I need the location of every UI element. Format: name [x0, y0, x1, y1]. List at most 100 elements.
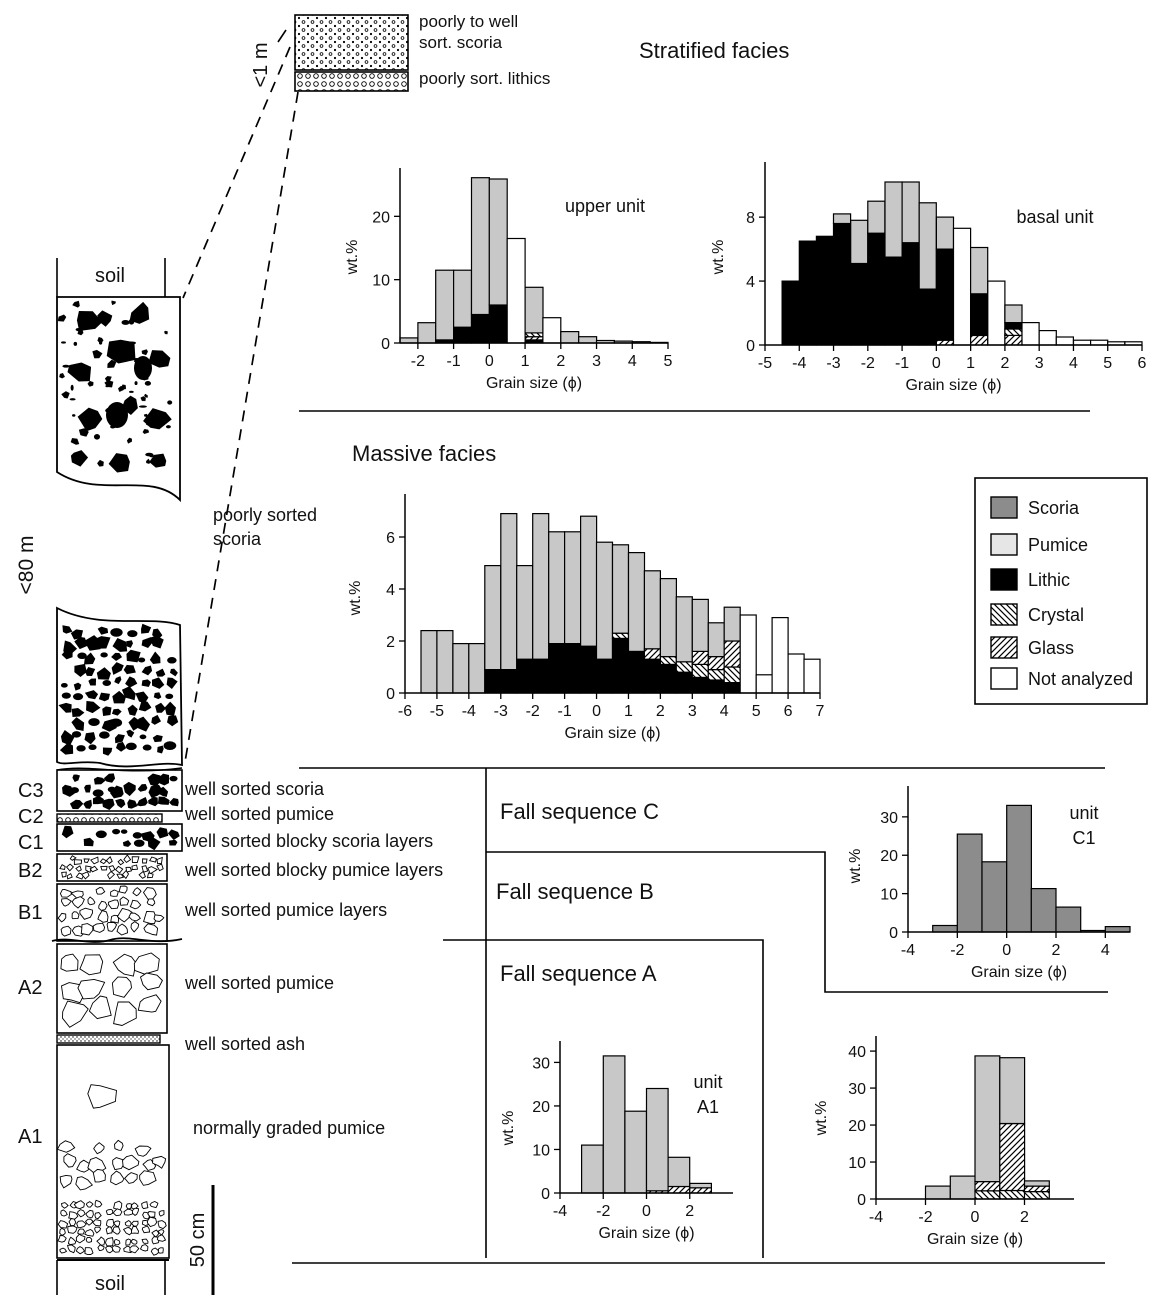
bar-segment-pumice [453, 269, 473, 328]
bar-segment-pumice [867, 200, 886, 234]
bar-segment-not-analyzed [739, 614, 757, 694]
bar-segment-glass [999, 1122, 1026, 1192]
bar-segment-pumice [500, 512, 518, 671]
bar-segment-scoria [1030, 887, 1057, 933]
x-tick-label: 5 [1103, 355, 1112, 372]
bar-segment-pumice [560, 331, 580, 344]
bar-segment-lithic [884, 256, 903, 346]
x-tick-label: 2 [1020, 1209, 1029, 1226]
bar-segment-pumice [420, 629, 438, 694]
bar-segment-pumice [969, 246, 989, 295]
bar-segment-lithic [1004, 322, 1023, 330]
bar-segment-glass [691, 650, 709, 666]
unit-code-c1: C1 [18, 832, 44, 854]
layer-c2 [56, 813, 163, 823]
bar-segment-lithic [500, 668, 518, 694]
bar-segment-pumice [850, 219, 869, 265]
y-tick-label: 6 [386, 530, 395, 547]
bar-segment-not-analyzed [787, 653, 805, 694]
legend-swatch-lithic [990, 568, 1018, 591]
legend-swatch-glass [990, 636, 1018, 659]
bar-segment-glass [643, 648, 662, 660]
x-tick-label: -4 [553, 1203, 567, 1220]
y-tick-label: 10 [372, 273, 390, 290]
bar-segment-lithic [901, 242, 920, 346]
bar-segment-pumice [602, 1055, 626, 1194]
bar-segment-pumice [532, 512, 550, 660]
bar-segment-lithic [579, 645, 598, 694]
bar-segment-scoria [932, 924, 959, 933]
bar-segment-crystal [675, 661, 693, 673]
unit-code-b1: B1 [18, 902, 42, 924]
bar-segment-not-analyzed [1021, 322, 1040, 346]
unit-code-a1: A1 [18, 1126, 42, 1148]
bar-segment-lithic [707, 679, 725, 694]
x-tick-label: 2 [556, 353, 565, 370]
unit-description: well sorted scoria [184, 779, 325, 799]
x-tick-label: 3 [688, 703, 697, 720]
x-tick-label: 2 [1000, 355, 1009, 372]
legend-label-pumice: Pumice [1028, 535, 1088, 555]
bar-segment-pumice [595, 541, 614, 660]
bar-segment-glass [707, 655, 725, 671]
bar-segment-lithic [815, 235, 835, 346]
bar-segment-pumice [516, 564, 534, 660]
bar-segment-pumice [468, 642, 486, 694]
unit-description: well sorted pumice [184, 804, 334, 824]
x-axis-label: Grain size (ϕ) [927, 1231, 1023, 1248]
legend-swatch-not-analyzed [990, 667, 1018, 690]
x-tick-label: 7 [816, 703, 825, 720]
bar-segment-lithic [470, 313, 490, 344]
x-tick-label: -2 [861, 355, 875, 372]
bar-segment-not-analyzed [755, 674, 773, 694]
fall-sequence-a-title: Fall sequence A [500, 961, 657, 986]
y-tick-label: 4 [746, 274, 755, 291]
bar-segment-scoria [1055, 906, 1082, 933]
y-axis-label: wt.% [500, 1111, 517, 1147]
bar-segment-pumice [611, 544, 630, 634]
x-tick-label: 3 [1035, 355, 1044, 372]
bar-segment-pumice [999, 1057, 1026, 1125]
y-axis-label: wt.% [347, 581, 364, 617]
unit-description: well sorted blocky scoria layers [184, 831, 433, 851]
bar-segment-lithic [627, 650, 646, 694]
bar-segment-glass [1004, 334, 1023, 346]
bar-segment-lithic [548, 642, 566, 694]
bar-segment-lithic [723, 681, 741, 694]
bar-segment-pumice [1004, 304, 1023, 324]
y-tick-label: 0 [746, 338, 755, 355]
unit-code-c3: C3 [18, 780, 44, 802]
bar-segment-lithic [781, 280, 800, 346]
bar-segment-crystal [691, 663, 709, 679]
histogram-chart-2: -5 -4 -3 -2 -1 0 1 2 3 4 5 6 0 4 8 Grain size (ϕ) wt.% ba… [710, 162, 1147, 394]
bar-segment-pumice [624, 1110, 648, 1194]
chart-panel-label: A1 [697, 1097, 719, 1117]
bar-segment-pumice [667, 1156, 691, 1188]
y-tick-label: 0 [541, 1186, 550, 1203]
y-tick-label: 0 [857, 1192, 866, 1209]
bar-segment-scoria [1006, 804, 1033, 933]
legend-swatch-scoria [990, 496, 1018, 519]
x-tick-label: -4 [901, 942, 915, 959]
height-1m-label: <1 m [250, 42, 272, 87]
x-axis-label: Grain size (ϕ) [598, 1225, 694, 1242]
chart-panel-label: basal unit [1016, 207, 1093, 227]
bar-segment-lithic [798, 240, 817, 346]
bar-segment-scoria [956, 833, 983, 933]
section-layout: Stratified facies Massive facies Fall se… [292, 38, 1108, 1264]
poorly-sorted-scoria-label-2: scoria [213, 529, 262, 549]
x-tick-label: 0 [932, 355, 941, 372]
x-tick-label: -3 [826, 355, 840, 372]
bar-segment-lithic [691, 676, 709, 694]
x-tick-label: -1 [446, 353, 460, 370]
bar-segment-pumice [452, 642, 470, 694]
fall-sequence-c-title: Fall sequence C [500, 799, 659, 824]
bar-segment-glass [1023, 1185, 1050, 1193]
unit-description: well sorted ash [184, 1034, 305, 1054]
x-tick-label: 4 [1101, 942, 1110, 959]
bar-segment-pumice [470, 177, 490, 316]
bar-segment-pumice [901, 181, 920, 244]
x-tick-label: 6 [1138, 355, 1147, 372]
bar-segment-pumice [524, 286, 544, 334]
